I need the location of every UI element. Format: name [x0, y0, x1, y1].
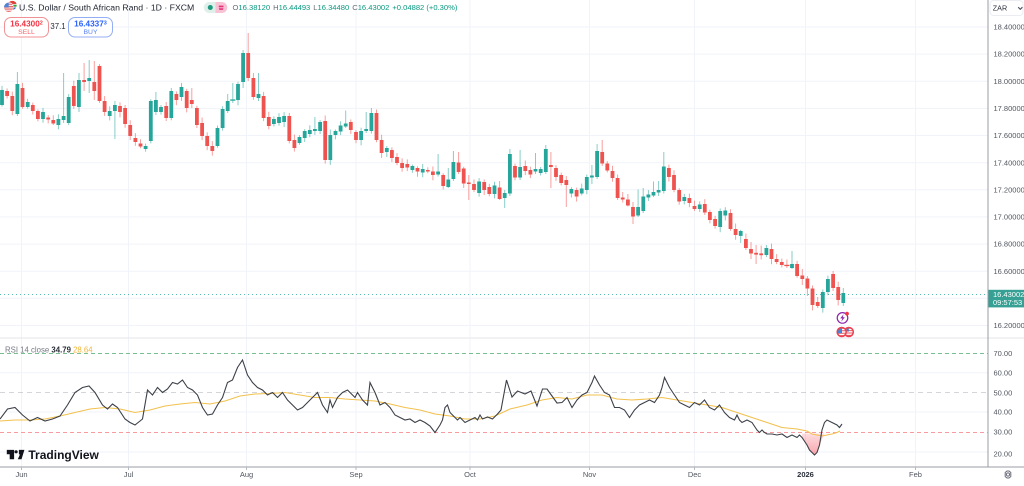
svg-text:18.00000: 18.00000 — [994, 77, 1024, 86]
svg-text:17.20000: 17.20000 — [994, 185, 1024, 194]
svg-text:18.20000: 18.20000 — [994, 50, 1024, 59]
svg-text:09:57:53: 09:57:53 — [993, 298, 1022, 307]
svg-text:ZAR: ZAR — [993, 3, 1007, 12]
svg-text:18.40000: 18.40000 — [994, 23, 1024, 32]
svg-text:16.43002: 16.43002 — [10, 20, 43, 29]
svg-text:40.00: 40.00 — [994, 408, 1013, 417]
svg-text:70.00: 70.00 — [994, 349, 1013, 358]
svg-text:Jul: Jul — [124, 470, 134, 479]
svg-text:Oct: Oct — [464, 470, 477, 479]
svg-text:SELL: SELL — [18, 29, 35, 36]
svg-text:50.00: 50.00 — [994, 388, 1013, 397]
svg-text:BUY: BUY — [84, 29, 98, 36]
svg-text:TradingView: TradingView — [28, 448, 99, 462]
svg-text:16.60000: 16.60000 — [994, 267, 1024, 276]
svg-text:Dec: Dec — [688, 470, 702, 479]
svg-text:Jun: Jun — [15, 470, 27, 479]
svg-text:17.60000: 17.60000 — [994, 131, 1024, 140]
svg-text:16.80000: 16.80000 — [994, 240, 1024, 249]
svg-text:17.40000: 17.40000 — [994, 158, 1024, 167]
svg-text:20.00: 20.00 — [994, 450, 1013, 459]
svg-text:60.00: 60.00 — [994, 368, 1013, 377]
svg-text:Sep: Sep — [349, 470, 362, 479]
svg-text:30.00: 30.00 — [994, 428, 1013, 437]
svg-text:Feb: Feb — [909, 470, 922, 479]
svg-text:16.43373: 16.43373 — [74, 20, 107, 29]
svg-text:17.00000: 17.00000 — [994, 213, 1024, 222]
svg-text:16.20000: 16.20000 — [994, 321, 1024, 330]
svg-text:17.80000: 17.80000 — [994, 104, 1024, 113]
svg-text:U.S. Dollar / South African Ra: U.S. Dollar / South African Rand · 1D · … — [19, 2, 194, 12]
svg-text:RSI 14 close 34.79 28.64: RSI 14 close 34.79 28.64 — [5, 346, 93, 355]
svg-text:37.1: 37.1 — [50, 22, 65, 31]
svg-text:Nov: Nov — [583, 470, 597, 479]
svg-text:2026: 2026 — [797, 470, 814, 479]
svg-text:Aug: Aug — [240, 470, 253, 479]
